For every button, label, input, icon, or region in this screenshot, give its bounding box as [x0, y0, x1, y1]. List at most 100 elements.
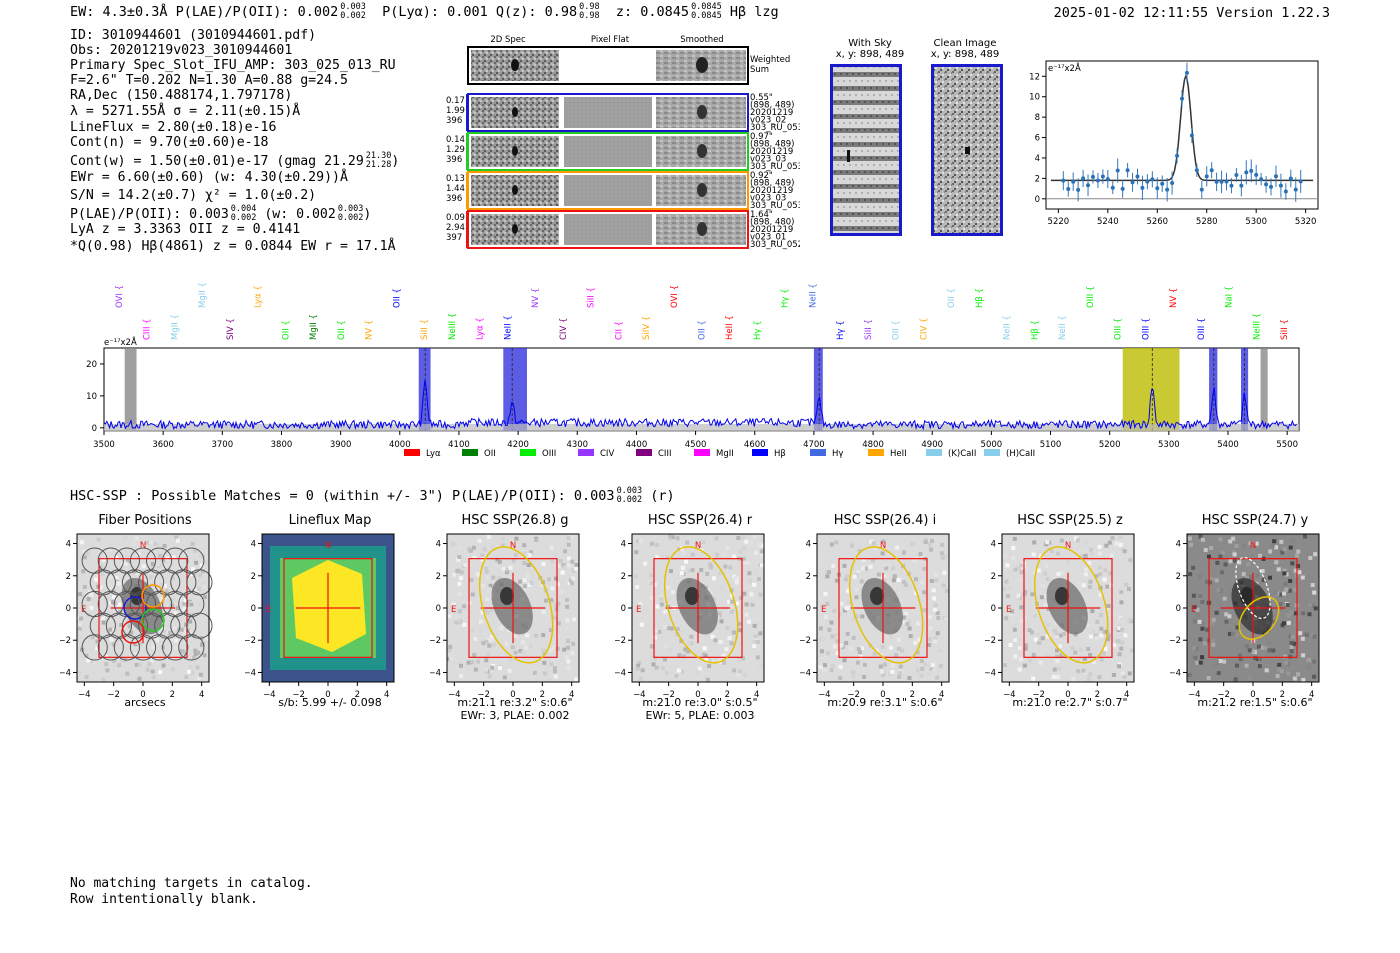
- hsc-pixel: [928, 626, 933, 631]
- hsc-pixel: [1108, 571, 1113, 576]
- hsc-pixel: [574, 563, 579, 568]
- hsc-pixel: [484, 669, 489, 674]
- hsc-pixel: [100, 572, 105, 577]
- hsc-pixel: [96, 537, 101, 542]
- hsc-pixel: [476, 541, 481, 546]
- hsc-pixel: [1191, 565, 1196, 570]
- hsc-x-tick-label: 2: [1280, 690, 1285, 700]
- hsc-pixel: [699, 568, 704, 573]
- hsc-pixel: [842, 658, 847, 663]
- spectrum-x-tick-label: 4900: [921, 440, 943, 450]
- hsc-pixel: [1126, 587, 1131, 592]
- hsc-pixel: [522, 543, 527, 548]
- hsc-pixel: [754, 569, 759, 574]
- hsc-pixel: [1049, 549, 1054, 554]
- hsc-pixel: [1088, 652, 1093, 657]
- hsc-pixel: [651, 662, 656, 667]
- hsc-pixel: [500, 643, 505, 648]
- hsc-y-tick-label: 4: [251, 540, 256, 550]
- clean-image: [931, 64, 1003, 236]
- hsc-pixel: [1275, 673, 1280, 678]
- hsc-pixel: [680, 565, 685, 570]
- hsc-pixel: [1192, 619, 1197, 624]
- fit-point: [1283, 189, 1288, 194]
- hsc-pixel: [1052, 667, 1057, 672]
- spectrum-line-label: CIV {: [919, 318, 929, 340]
- hsc-pixel: [735, 601, 740, 606]
- spec2d-row-left-label: 396: [446, 194, 462, 204]
- hsc-pixel: [111, 642, 116, 647]
- spec2d-row-right-label: 0.55": [750, 93, 773, 103]
- hsc-pixel: [1222, 596, 1227, 601]
- hsc-pixel: [936, 615, 941, 620]
- hsc-pixel: [1257, 664, 1262, 669]
- hsc-pixel: [1284, 660, 1289, 665]
- hsc-pixel: [112, 658, 117, 663]
- spec2d-row-flat: [564, 136, 652, 167]
- hsc-pixel: [1237, 653, 1242, 658]
- hsc-y-tick-label: −2: [245, 636, 256, 646]
- hsc-panel-caption: arcsecs: [60, 696, 230, 709]
- hsc-pixel: [170, 576, 175, 581]
- legend-swatch: [752, 449, 768, 456]
- hsc-pixel: [507, 668, 512, 673]
- hsc-pixel: [553, 552, 558, 557]
- hsc-pixel: [913, 577, 918, 582]
- hsc-pixel: [926, 663, 931, 668]
- east-label: E: [636, 605, 641, 615]
- hsc-pixel: [449, 656, 454, 661]
- hsc-pixel: [820, 636, 825, 641]
- hsc-pixel: [759, 563, 764, 568]
- hsc-pixel: [498, 665, 503, 670]
- hsc-panel-image: N E −4 −4 −2 −2 0 0 2 2 4 4: [615, 533, 765, 700]
- hsc-pixel: [1097, 551, 1102, 556]
- hsc-pixel: [1282, 571, 1287, 576]
- hsc-pixel: [1099, 626, 1104, 631]
- spectrum-x-tick-label: 4000: [389, 440, 411, 450]
- hsc-pixel: [635, 539, 640, 544]
- hsc-pixel: [1290, 539, 1295, 544]
- hsc-pixel: [556, 621, 561, 626]
- hsc-pixel: [574, 677, 579, 682]
- hsc-pixel: [546, 677, 551, 682]
- hsc-pixel: [1282, 547, 1287, 552]
- hsc-x-tick-label: 4: [754, 690, 759, 700]
- fit-point: [1269, 184, 1274, 189]
- hsc-pixel: [1230, 631, 1235, 636]
- hsc-pixel: [1215, 560, 1220, 565]
- hsc-pixel: [1087, 584, 1092, 589]
- hsc-pixel: [1091, 660, 1096, 665]
- hsc-pixel: [1228, 539, 1233, 544]
- hsc-pixel: [1127, 671, 1132, 676]
- hsc-pixel: [1107, 540, 1112, 545]
- hsc-pixel: [690, 552, 695, 557]
- spec2d-row-right-label: v023_03: [750, 194, 786, 204]
- hsc-pixel: [707, 664, 712, 669]
- spec2d-row-source: [512, 146, 518, 156]
- galaxy-core: [870, 587, 884, 605]
- hsc-pixel: [565, 625, 570, 630]
- hsc-pixel: [191, 655, 196, 660]
- hsc-pixel: [1033, 637, 1038, 642]
- hsc-pixel: [739, 595, 744, 600]
- hsc-pixel: [134, 536, 139, 541]
- hsc-pixel: [863, 566, 868, 571]
- hsc-pixel: [542, 660, 547, 665]
- hsc-pixel: [1105, 584, 1110, 589]
- hsc-pixel: [569, 581, 574, 586]
- info-contw: Cont(w) = 1.50(±0.01)e-17 (gmag 21.29 21.…: [70, 151, 400, 170]
- legend-swatch: [462, 449, 478, 456]
- spec2d-row-smoothed-source: [697, 144, 707, 158]
- hsc-pixel: [909, 576, 914, 581]
- fit-x-tick-label: 5260: [1146, 217, 1168, 227]
- fit-point: [1288, 176, 1293, 181]
- hsc-pixel: [861, 557, 866, 562]
- fit-point: [1199, 187, 1204, 192]
- hsc-x-tick-label: −2: [847, 690, 860, 700]
- hsc-pixel: [1071, 677, 1076, 682]
- hsc-pixel: [510, 645, 515, 650]
- hsc-x-tick-label: −4: [448, 690, 461, 700]
- spec2d-row-right-label: 303_RU_053: [750, 201, 800, 211]
- hsc-pixel: [1102, 577, 1107, 582]
- hsc-pixel: [485, 575, 490, 580]
